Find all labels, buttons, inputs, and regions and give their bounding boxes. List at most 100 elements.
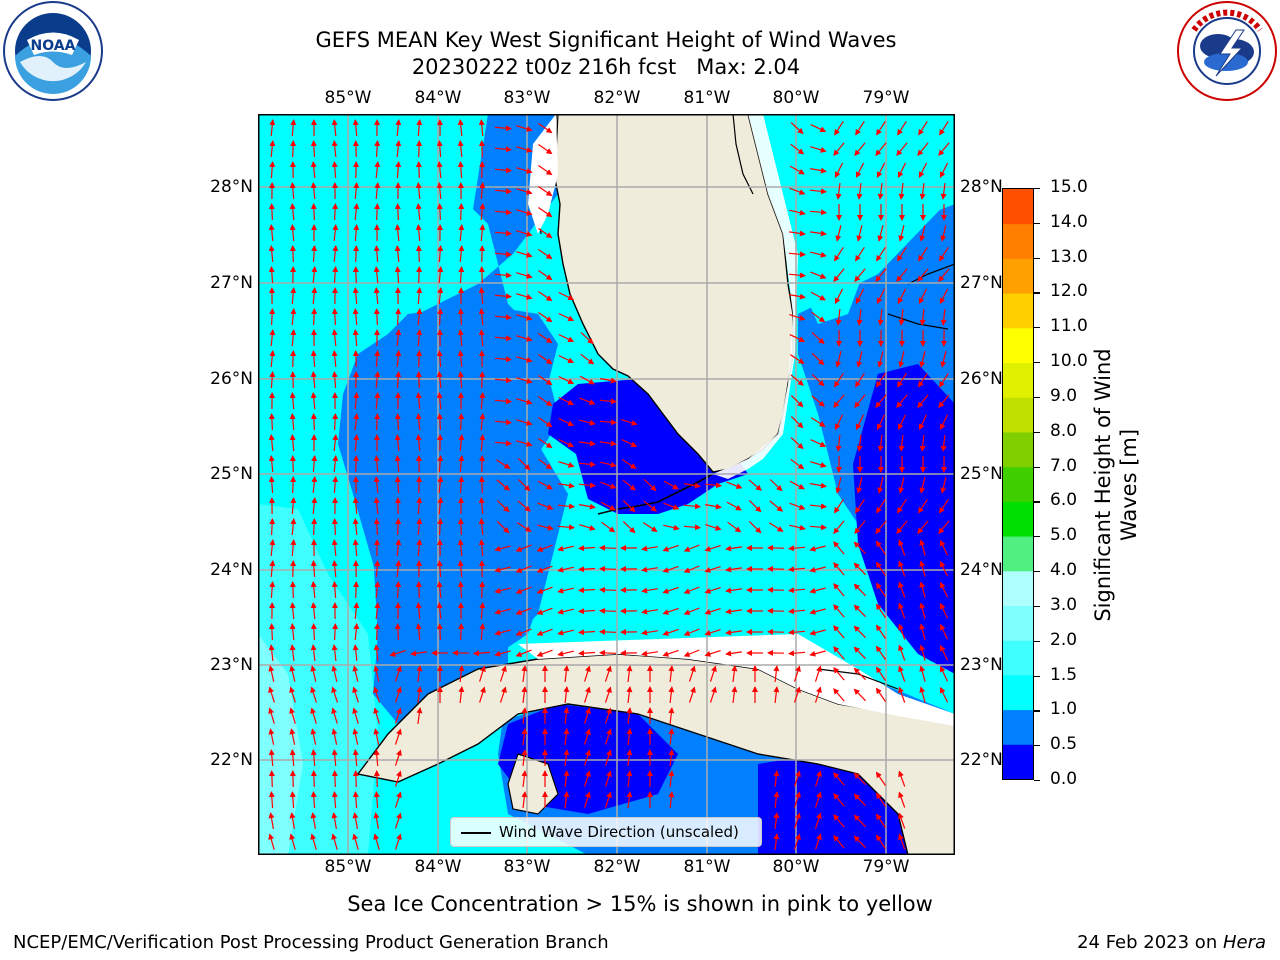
wind-arrow xyxy=(538,291,553,302)
wind-arrow xyxy=(373,644,380,661)
wind-arrow xyxy=(810,417,826,427)
wind-arrow xyxy=(918,120,928,136)
colorbar-tick-label: 15.0 xyxy=(1050,177,1088,197)
wind-arrow xyxy=(516,230,533,237)
wind-arrow xyxy=(373,728,380,745)
colorbar-segment xyxy=(1003,501,1033,537)
colorbar-segment xyxy=(1003,570,1033,606)
wind-arrow xyxy=(939,623,949,640)
wind-arrow xyxy=(704,482,722,489)
wind-arrow xyxy=(833,772,845,786)
wind-arrow xyxy=(558,396,575,406)
lat-label-right: 24°N xyxy=(960,560,1003,580)
wind-arrow xyxy=(352,728,359,745)
wind-arrow xyxy=(918,288,928,305)
wind-arrow xyxy=(600,501,616,511)
wind-arrow xyxy=(537,524,554,531)
wind-arrow xyxy=(437,455,444,473)
wind-arrow xyxy=(458,413,465,431)
colorbar-tick-label: 10.0 xyxy=(1050,351,1088,372)
wind-arrow xyxy=(394,791,402,808)
wind-arrow xyxy=(788,293,806,300)
wind-arrow xyxy=(516,356,533,363)
wind-arrow xyxy=(410,650,427,657)
wind-arrow xyxy=(897,414,907,431)
wind-arrow xyxy=(704,608,721,615)
wind-arrow xyxy=(939,288,949,305)
wind-arrow xyxy=(662,544,679,552)
florida-keys xyxy=(597,473,714,515)
wind-arrow xyxy=(788,251,806,258)
wind-arrow xyxy=(626,791,633,808)
wind-arrow xyxy=(415,245,422,263)
wind-arrow xyxy=(310,770,317,788)
wind-arrow xyxy=(478,266,485,284)
wind-arrow xyxy=(853,625,867,639)
wind-arrow xyxy=(457,518,464,536)
wind-arrow xyxy=(310,392,317,410)
wind-arrow xyxy=(833,520,845,534)
wind-arrow xyxy=(353,623,360,641)
wind-arrow xyxy=(436,560,443,578)
wind-arrow xyxy=(268,665,275,682)
colorbar-label-line1: Significant Height of Wind xyxy=(1091,348,1115,622)
wind-arrow xyxy=(580,332,594,345)
wind-arrow xyxy=(919,581,926,598)
wind-arrow xyxy=(374,623,381,641)
wind-arrow xyxy=(395,371,402,389)
wind-arrow xyxy=(773,665,780,682)
wind-arrow xyxy=(662,565,679,573)
wind-arrow xyxy=(811,374,825,387)
wind-arrow xyxy=(494,125,512,132)
wind-arrow xyxy=(773,770,780,787)
wind-arrow xyxy=(604,707,612,724)
colorbar-tick-mark xyxy=(1034,431,1040,433)
wind-arrow xyxy=(289,728,296,745)
wind-arrow xyxy=(938,520,950,534)
wind-arrow xyxy=(353,203,360,221)
wind-arrow xyxy=(725,545,742,552)
wind-arrow xyxy=(415,161,422,179)
lon-label-bottom: 84°W xyxy=(414,857,462,877)
wind-arrow xyxy=(494,566,511,573)
colorbar-tick-mark xyxy=(1034,780,1040,782)
wind-arrow xyxy=(395,161,402,179)
wind-arrow xyxy=(939,644,949,661)
wind-arrow xyxy=(494,146,512,153)
wind-arrow xyxy=(536,565,553,573)
wind-arrow xyxy=(789,165,805,175)
wind-arrow xyxy=(563,728,570,746)
wind-arrow xyxy=(415,434,422,452)
wind-arrow xyxy=(789,524,806,531)
wind-arrow xyxy=(725,608,742,615)
wind-arrow xyxy=(458,686,465,704)
wind-arrow xyxy=(394,749,402,766)
wind-arrow xyxy=(457,119,464,137)
wind-arrow xyxy=(437,245,444,263)
wind-arrow xyxy=(289,665,296,682)
wind-arrow xyxy=(940,183,947,200)
wind-arrow xyxy=(416,476,423,494)
wind-arrow xyxy=(939,539,949,556)
wind-arrow xyxy=(436,602,443,620)
wind-arrow xyxy=(436,623,443,641)
wind-arrow xyxy=(854,268,866,282)
footer-machine: Hera xyxy=(1222,932,1266,953)
wind-arrow xyxy=(536,586,553,594)
wind-arrow xyxy=(373,686,380,703)
wind-arrow xyxy=(600,440,617,447)
wind-arrow xyxy=(515,565,532,573)
wind-arrow xyxy=(332,224,339,242)
colorbar-ticks: 15.0 14.0 13.0 12.0 11.0 10.0 9.0 8.0 7.0 6.0 5.0 4… xyxy=(1034,177,1088,789)
wind-arrow xyxy=(876,498,886,514)
wind-arrow xyxy=(416,140,423,158)
wind-arrow xyxy=(332,413,339,431)
wind-arrow xyxy=(621,459,637,469)
wind-arrow xyxy=(853,835,867,849)
wind-arrow xyxy=(538,417,553,428)
wind-arrow xyxy=(394,728,402,745)
wind-arrow xyxy=(516,272,533,279)
wind-arrow xyxy=(521,707,528,724)
wind-arrow xyxy=(898,351,905,368)
wind-arrow xyxy=(855,120,865,136)
